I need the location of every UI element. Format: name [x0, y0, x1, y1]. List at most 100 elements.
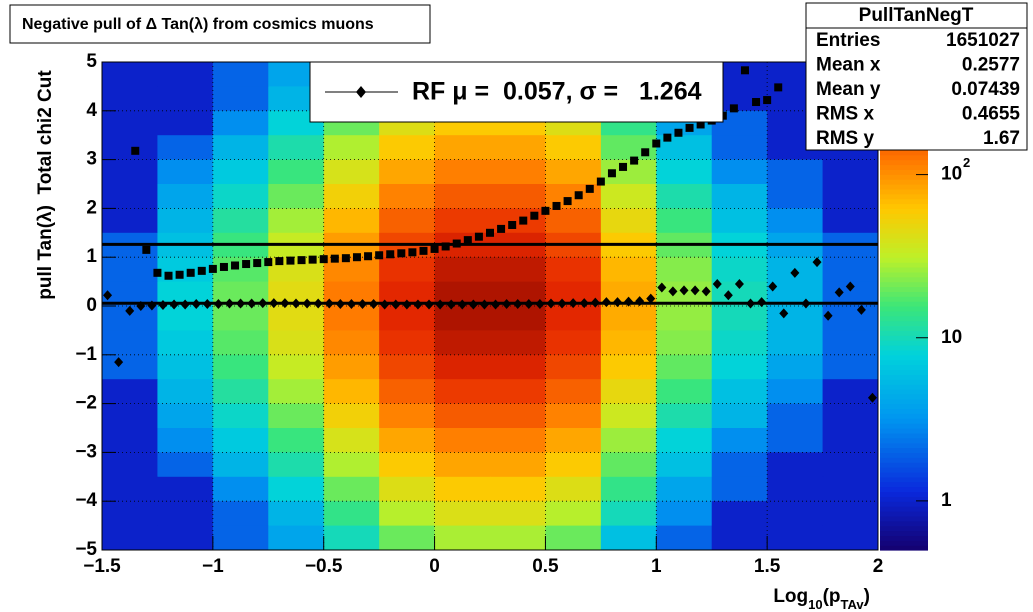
y-tick-label: 2 [86, 197, 97, 218]
diamond-marker [801, 298, 811, 309]
heat-cell [157, 208, 214, 234]
y-tick-label: 5 [86, 51, 97, 72]
color-bar-step [880, 535, 928, 541]
square-marker [740, 66, 749, 75]
color-bar-step [880, 462, 928, 468]
diamond-marker [136, 301, 146, 311]
heat-cell [822, 257, 879, 283]
heat-cell [600, 403, 657, 429]
color-bar-step [880, 452, 928, 458]
stats-name: RMS x [816, 104, 875, 125]
heat-cell [157, 86, 214, 112]
heat-cell [157, 159, 214, 185]
color-bar-step [880, 271, 928, 278]
y-tick-label: −1 [75, 344, 97, 365]
diamond-marker [668, 286, 678, 297]
color-bar-step [880, 223, 928, 229]
heat-cell [212, 184, 269, 209]
stats-name: Mean x [816, 55, 881, 76]
color-bar-step [880, 232, 928, 239]
color-bar-step [880, 149, 928, 156]
color-bar-step [880, 218, 928, 224]
square-marker [441, 242, 450, 251]
heat-cell [212, 159, 269, 185]
heat-cell [212, 208, 269, 234]
heat-cell [711, 379, 768, 405]
heat-cell [379, 525, 436, 551]
heat-cell [268, 525, 325, 551]
color-bar-step [880, 432, 928, 439]
heat-cell [545, 379, 602, 405]
square-marker [131, 146, 140, 155]
heat-cell [434, 184, 491, 209]
color-bar-step [880, 520, 928, 527]
color-bar-step [880, 330, 928, 336]
heat-cell [600, 525, 657, 551]
color-bar-step [880, 169, 928, 175]
color-bar-step [880, 496, 928, 502]
y-tick-label: 3 [86, 149, 97, 170]
color-bar-step [880, 276, 928, 283]
heat-cell [102, 403, 158, 429]
heat-cell [157, 452, 214, 478]
diamond-marker [779, 308, 789, 319]
heat-cell [157, 354, 214, 380]
heat-cell [711, 428, 768, 453]
color-bar-step [880, 315, 928, 322]
heat-cell [268, 330, 325, 356]
heat-cell [323, 208, 380, 234]
square-marker [763, 96, 772, 105]
color-bar-step [880, 247, 928, 253]
heat-cell [157, 306, 214, 331]
diamond-marker [335, 299, 345, 310]
heat-cell [323, 379, 380, 405]
heat-cell [767, 452, 824, 478]
stats-value: 0.2577 [962, 55, 1020, 76]
heat-cell [656, 184, 713, 209]
color-bar-step [880, 525, 928, 532]
diamond-marker [712, 279, 722, 290]
heat-cell [656, 306, 713, 331]
heat-cell [711, 257, 768, 283]
diamond-marker [369, 299, 379, 310]
color-bar-step [880, 179, 928, 185]
diamond-marker [114, 357, 124, 368]
heat-cell [600, 476, 657, 502]
heat-cell [212, 135, 269, 161]
heat-cell [600, 354, 657, 380]
color-bar-step [880, 296, 928, 302]
heat-cell [379, 159, 436, 185]
heat-cell [600, 208, 657, 234]
diamond-marker [491, 299, 501, 310]
heat-cell [656, 501, 713, 527]
color-bar-step [880, 237, 928, 244]
heat-cell [711, 501, 768, 527]
color-bar-step [880, 281, 928, 288]
y-tick-label: −2 [75, 393, 97, 414]
heat-cell [545, 354, 602, 380]
diamond-marker [302, 298, 312, 309]
heat-cell [600, 452, 657, 478]
heat-cell [822, 428, 879, 453]
heat-cell [711, 403, 768, 429]
heat-cell [157, 62, 214, 87]
square-marker [175, 270, 184, 279]
diamond-marker [635, 296, 645, 307]
heat-cell [102, 476, 158, 502]
heat-cell [102, 208, 158, 234]
stats-rows: Entries 1651027 Mean x 0.2577 Mean y 0.07439 R… [816, 30, 1020, 149]
color-bar-step [880, 242, 928, 249]
z-tick-label: 1 [941, 490, 952, 511]
square-marker [641, 148, 650, 157]
heat-cell [434, 476, 491, 502]
heat-cell [822, 476, 879, 502]
heat-cell [379, 379, 436, 405]
color-bar-step [880, 159, 928, 166]
color-bar-step [880, 467, 928, 473]
diamond-marker [258, 298, 268, 309]
heat-cell [656, 403, 713, 429]
color-bar-step [880, 545, 928, 551]
square-marker [474, 232, 483, 241]
square-marker [186, 268, 195, 277]
color-bar-step [880, 227, 928, 234]
